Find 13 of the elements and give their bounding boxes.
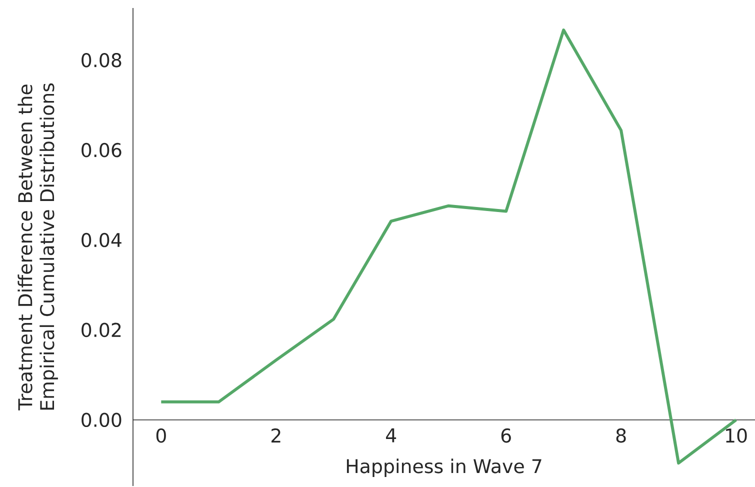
x-tick-label: 10 — [726, 428, 747, 443]
y-axis-title: Treatment Difference Between the Empirical Cumulative Distributions — [18, 83, 58, 410]
x-tick-label: 8 — [616, 428, 626, 443]
x-tick-label: 2 — [272, 428, 280, 442]
x-tick-label: 4 — [386, 428, 396, 442]
y-tick-label: 0.06 — [82, 142, 122, 158]
x-tick-label: 6 — [501, 428, 511, 443]
y-tick-label: 0.00 — [82, 412, 122, 428]
y-tick-label: 0.08 — [82, 53, 122, 68]
y-tick-label: 0.02 — [82, 322, 121, 338]
x-axis-title: Happiness in Wave 7 — [346, 458, 542, 477]
y-tick-label: 0.04 — [82, 232, 122, 248]
x-tick-label: 0 — [156, 428, 166, 443]
